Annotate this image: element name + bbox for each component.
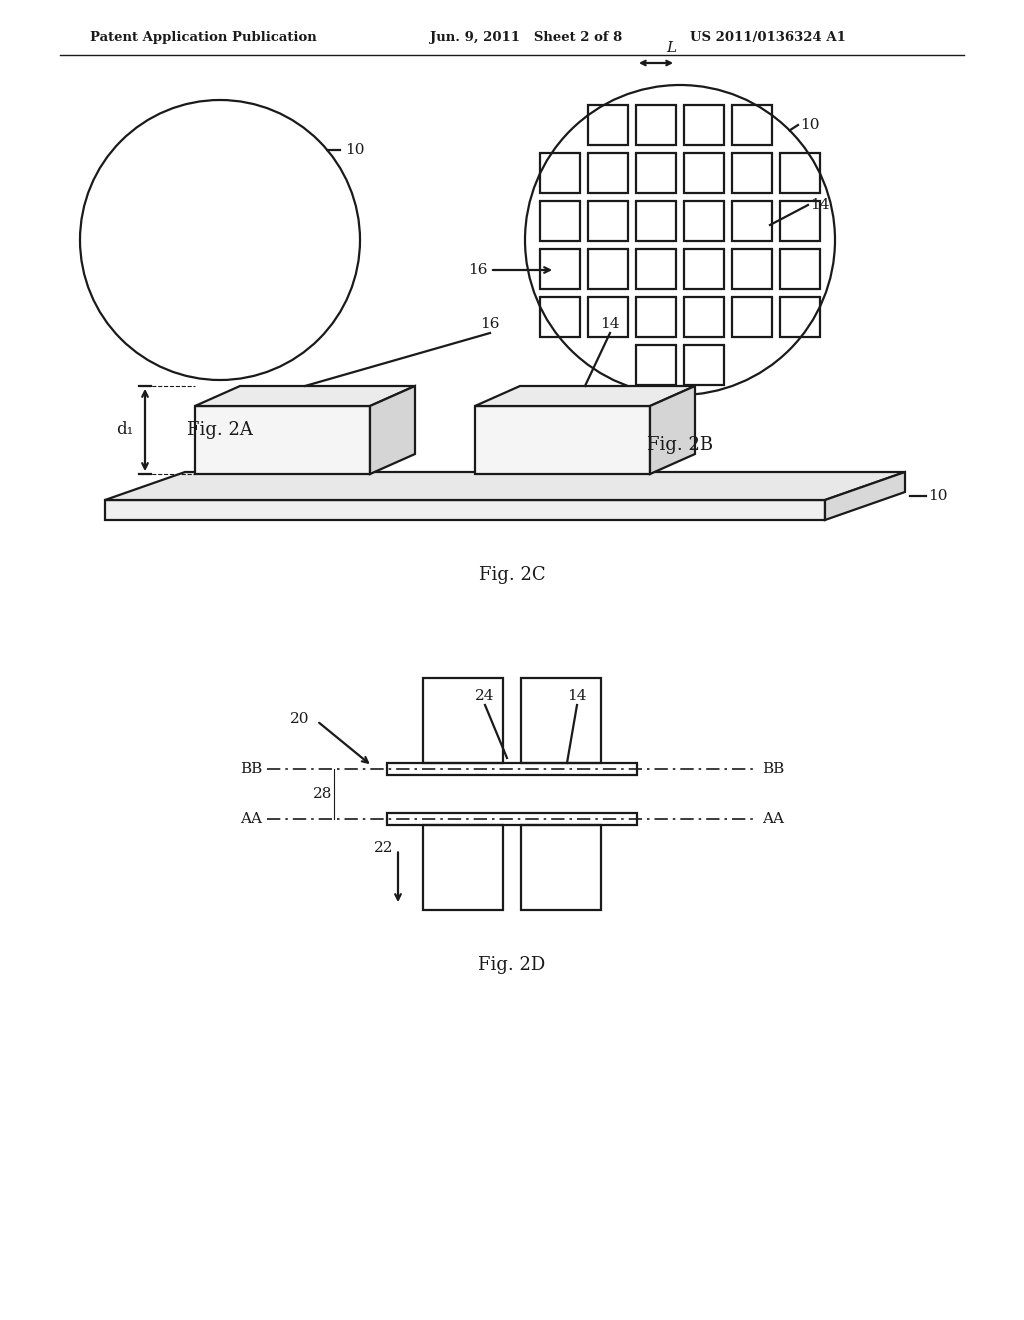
Bar	[780, 249, 820, 289]
Text: Fig. 2D: Fig. 2D	[478, 956, 546, 974]
Polygon shape	[475, 385, 695, 407]
Bar	[521, 678, 601, 763]
Bar	[423, 825, 503, 909]
Bar	[588, 201, 628, 242]
Text: 22: 22	[374, 841, 393, 854]
Bar	[780, 201, 820, 242]
Text: 24: 24	[475, 689, 495, 704]
Bar	[588, 106, 628, 145]
Bar	[732, 201, 772, 242]
Bar	[387, 813, 637, 825]
Text: 10: 10	[800, 117, 819, 132]
Text: Fig. 2A: Fig. 2A	[187, 421, 253, 440]
Bar	[540, 297, 580, 337]
Bar	[732, 249, 772, 289]
Bar	[684, 153, 724, 193]
Text: Fig. 2C: Fig. 2C	[478, 566, 546, 583]
Text: AA: AA	[240, 812, 262, 826]
Text: BB: BB	[762, 762, 784, 776]
Bar	[540, 249, 580, 289]
Text: US 2011/0136324 A1: US 2011/0136324 A1	[690, 30, 846, 44]
Text: 10: 10	[928, 488, 947, 503]
Bar	[636, 106, 676, 145]
Bar	[636, 201, 676, 242]
Bar	[588, 153, 628, 193]
Text: Patent Application Publication: Patent Application Publication	[90, 30, 316, 44]
Polygon shape	[195, 385, 415, 407]
Text: L: L	[666, 41, 676, 55]
Polygon shape	[650, 385, 695, 474]
Bar	[732, 106, 772, 145]
Bar	[732, 297, 772, 337]
Bar	[387, 763, 637, 775]
Bar	[540, 201, 580, 242]
Bar	[636, 153, 676, 193]
Bar	[588, 297, 628, 337]
Bar	[636, 249, 676, 289]
Text: 14: 14	[600, 317, 620, 331]
Text: Fig. 2B: Fig. 2B	[647, 436, 713, 454]
Text: 16: 16	[469, 263, 488, 277]
Bar	[684, 297, 724, 337]
Text: Jun. 9, 2011   Sheet 2 of 8: Jun. 9, 2011 Sheet 2 of 8	[430, 30, 623, 44]
Text: 14: 14	[810, 198, 829, 213]
Polygon shape	[105, 473, 905, 500]
Bar	[684, 201, 724, 242]
Text: 20: 20	[290, 711, 309, 726]
Bar	[423, 678, 503, 763]
Bar	[732, 153, 772, 193]
Text: BB: BB	[240, 762, 262, 776]
Bar	[684, 106, 724, 145]
Bar	[780, 153, 820, 193]
Bar	[684, 345, 724, 385]
Text: 10: 10	[345, 143, 365, 157]
Bar	[636, 345, 676, 385]
Text: AA: AA	[762, 812, 784, 826]
Polygon shape	[825, 473, 905, 520]
Polygon shape	[475, 407, 650, 474]
Text: 16: 16	[480, 317, 500, 331]
Polygon shape	[370, 385, 415, 474]
Text: 28: 28	[312, 787, 332, 801]
Text: d₁: d₁	[116, 421, 133, 438]
Bar	[636, 297, 676, 337]
Polygon shape	[195, 407, 370, 474]
Bar	[780, 297, 820, 337]
Polygon shape	[105, 500, 825, 520]
Bar	[521, 825, 601, 909]
Bar	[684, 249, 724, 289]
Text: 14: 14	[567, 689, 587, 704]
Bar	[588, 249, 628, 289]
Bar	[540, 153, 580, 193]
